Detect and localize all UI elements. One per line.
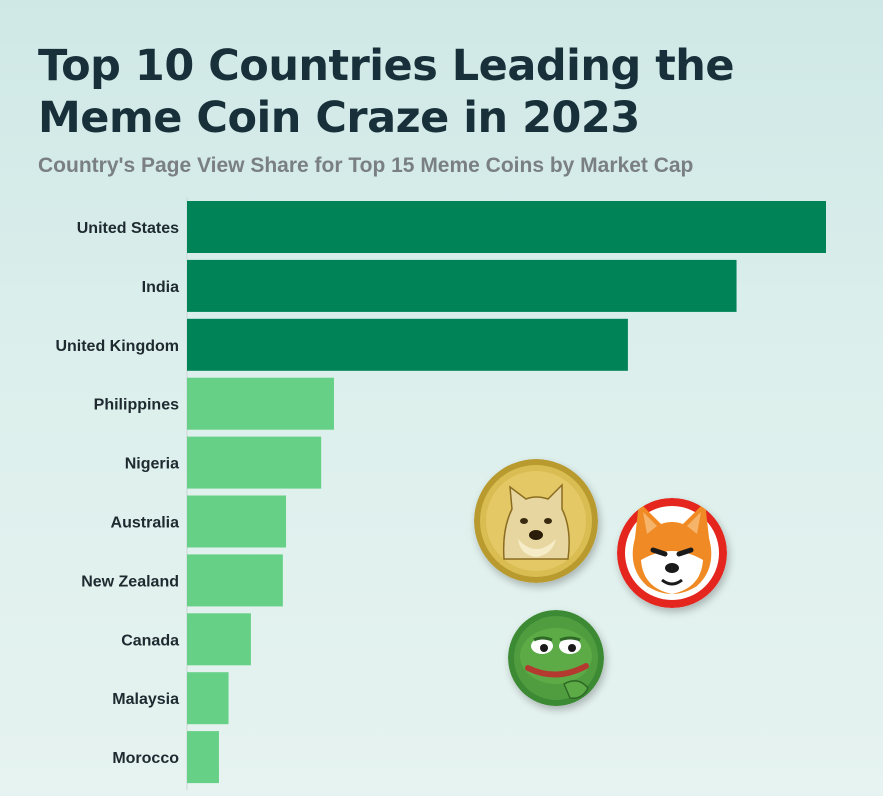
- page-title: Top 10 Countries Leading the Meme Coin C…: [38, 41, 735, 143]
- bar-nigeria: [187, 436, 322, 489]
- bar-australia: [187, 495, 287, 548]
- pepe-coin-icon: [508, 610, 604, 706]
- bar-new-zealand: [187, 554, 283, 607]
- bar-morocco: [187, 731, 219, 784]
- bar-united-states: [187, 201, 826, 253]
- category-label: United Kingdom: [55, 338, 179, 355]
- category-label: Morocco: [112, 750, 179, 767]
- bar-india: [187, 259, 737, 312]
- category-label: Nigeria: [125, 456, 179, 473]
- bar-malaysia: [187, 672, 229, 725]
- bar-canada: [187, 613, 251, 666]
- category-label: Malaysia: [112, 691, 179, 708]
- category-label: Canada: [121, 632, 179, 649]
- category-label: New Zealand: [81, 573, 179, 590]
- bar-united-kingdom: [187, 318, 628, 371]
- doge-coin-icon: [474, 459, 598, 583]
- category-label: India: [142, 279, 179, 296]
- category-label: United States: [77, 220, 179, 237]
- category-label: Australia: [111, 515, 180, 532]
- bar-philippines: [187, 377, 334, 430]
- page-subtitle: Country's Page View Share for Top 15 Mem…: [38, 154, 694, 177]
- shiba-inu-coin-icon: [617, 498, 727, 608]
- category-label: Philippines: [94, 397, 179, 414]
